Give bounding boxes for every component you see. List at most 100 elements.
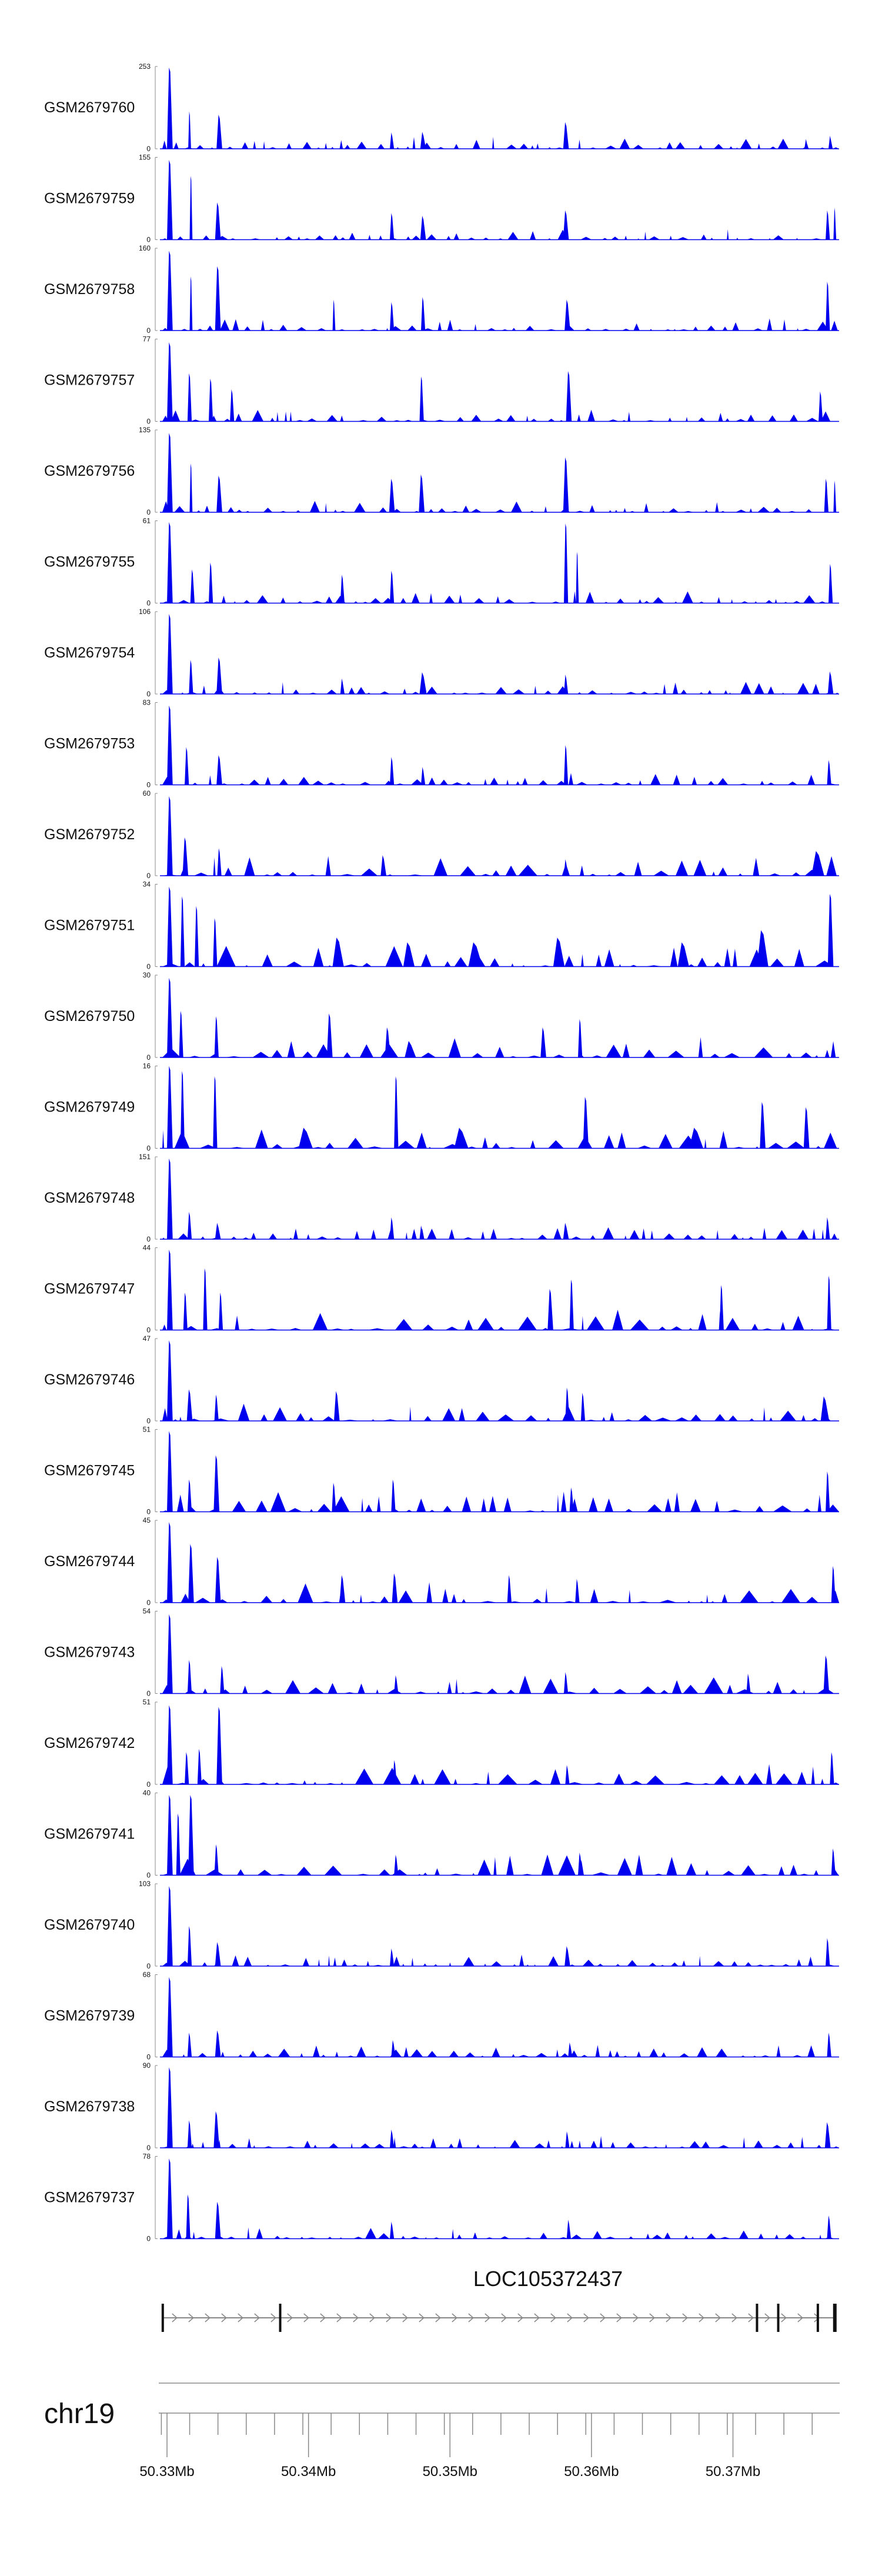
coverage-fragment — [245, 510, 250, 512]
coverage-fragment — [428, 509, 434, 512]
coverage-fragment — [406, 236, 410, 240]
coverage-peak — [215, 1942, 221, 1966]
coverage-fragment — [463, 1957, 475, 1966]
coverage-fragment — [664, 329, 671, 331]
coverage-peak — [380, 855, 386, 876]
coverage-fragment — [244, 857, 255, 876]
coverage-fragment — [634, 862, 642, 876]
coverage-fragment — [437, 508, 446, 512]
coverage-fragment — [629, 510, 636, 512]
y-max-label: 51 — [143, 1426, 151, 1434]
coverage-peak — [167, 1614, 173, 1694]
coverage-fragment — [729, 146, 733, 149]
coverage-fragment — [754, 601, 757, 603]
coverage-fragment — [355, 1874, 371, 1876]
coverage-fragment — [792, 2055, 803, 2057]
y-max-label: 253 — [139, 62, 151, 71]
coverage-fragment — [297, 236, 300, 240]
coverage-fragment — [610, 2142, 616, 2148]
coverage-fragment — [339, 2237, 343, 2239]
coverage-fragment — [796, 238, 799, 240]
coverage-fragment — [539, 1510, 546, 1512]
coverage-fragment — [800, 2236, 807, 2239]
coverage-fragment — [562, 1601, 577, 1603]
coverage-peak — [421, 767, 426, 785]
coverage-fragment — [492, 1143, 500, 1149]
coverage-fragment — [580, 865, 584, 876]
coverage-fragment — [535, 2053, 548, 2057]
coverage-fragment — [204, 505, 210, 512]
coverage-fragment — [609, 692, 614, 694]
coverage-peak — [230, 389, 235, 422]
coverage-fragment — [263, 874, 272, 876]
coverage-fragment — [673, 775, 680, 785]
coverage-fragment — [727, 1684, 733, 1694]
coverage-fragment — [368, 235, 371, 240]
coverage-peak — [419, 376, 424, 422]
coverage-peak — [332, 299, 336, 331]
coverage-fragment — [448, 1038, 461, 1057]
coverage-fragment — [407, 325, 417, 331]
coverage-fragment — [343, 1692, 356, 1694]
coverage-peak — [811, 851, 824, 876]
coverage-fragment — [298, 1583, 313, 1603]
coverage-fragment — [470, 509, 482, 512]
coverage-peak — [390, 757, 395, 785]
coverage-fragment — [640, 2146, 651, 2148]
coverage-fragment — [308, 1687, 324, 1694]
coverage-fragment — [512, 689, 525, 694]
coverage-fragment — [586, 1316, 605, 1330]
coverage-fragment — [686, 416, 688, 422]
coverage-fragment — [669, 235, 672, 240]
track-GSM2679743: GSM2679743 54 0 — [44, 1607, 839, 1698]
coverage-fragment — [506, 1237, 517, 1239]
strand-arrow — [221, 2313, 228, 2323]
coverage-fragment — [202, 685, 206, 694]
gene-exon — [279, 2304, 282, 2332]
track-label: GSM2679756 — [44, 463, 135, 479]
coverage-fragment — [730, 1234, 739, 1239]
coverage-fragment — [256, 595, 268, 603]
coverage-fragment — [638, 1414, 653, 1421]
coverage-fragment — [224, 867, 232, 876]
coverage-fragment — [786, 1053, 793, 1057]
coverage-fragment — [412, 692, 420, 694]
track-label: GSM2679753 — [44, 736, 135, 752]
coverage-fragment — [691, 776, 697, 785]
coverage-peak — [167, 251, 173, 331]
coverage-fragment — [181, 1593, 191, 1603]
coverage-peak — [563, 1223, 569, 1239]
coverage-fragment — [171, 410, 181, 422]
coverage-fragment — [324, 1866, 342, 1876]
coverage-fragment — [602, 1227, 614, 1239]
coverage-fragment — [590, 1589, 599, 1603]
coverage-peak — [391, 1479, 396, 1512]
coverage-fragment — [393, 1956, 400, 1966]
coverage-peak — [390, 302, 395, 331]
coverage-fragment — [209, 775, 212, 785]
coverage-peak — [507, 1575, 512, 1603]
coverage-fragment — [242, 142, 249, 149]
y-max-label: 155 — [139, 154, 151, 162]
track-label: GSM2679747 — [44, 1281, 135, 1297]
coverage-fragment — [690, 1414, 702, 1421]
coverage-fragment — [358, 1683, 365, 1694]
track-GSM2679748: GSM2679748 151 0 — [44, 1153, 839, 1243]
coverage-fragment — [328, 1683, 338, 1694]
coverage-fragment — [733, 949, 737, 967]
coverage-fragment — [283, 1783, 301, 1784]
coverage-fragment — [355, 1769, 374, 1784]
coverage-fragment — [713, 144, 724, 149]
strand-arrow — [764, 2313, 771, 2323]
coverage-fragment — [735, 419, 746, 422]
track-GSM2679747: GSM2679747 44 0 — [44, 1244, 839, 1334]
coverage-fragment — [368, 1328, 387, 1330]
coverage-fragment — [371, 1229, 376, 1239]
coverage-fragment — [420, 1052, 436, 1057]
coverage-fragment — [303, 2140, 311, 2148]
coverage-fragment — [747, 415, 755, 422]
coverage-fragment — [770, 958, 784, 967]
coverage-peak — [339, 1575, 346, 1603]
coverage-peak — [167, 1158, 173, 1239]
strand-arrow — [517, 2313, 524, 2323]
